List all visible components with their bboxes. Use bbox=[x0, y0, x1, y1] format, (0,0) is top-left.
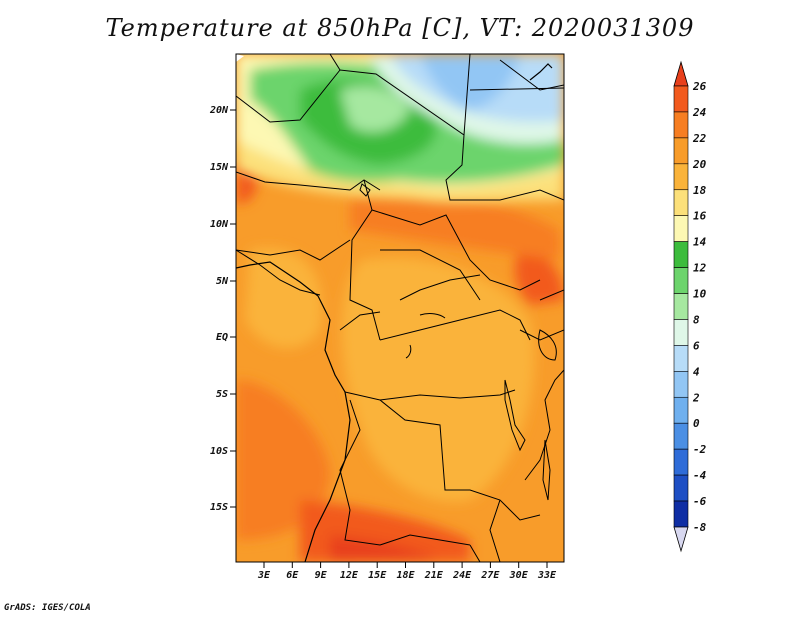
colorbar-swatch bbox=[673, 345, 689, 372]
colorbar-swatch bbox=[673, 111, 689, 139]
lake-chad bbox=[359, 183, 371, 197]
colorbar-label: 8 bbox=[693, 313, 700, 326]
lon-label: 15E bbox=[368, 570, 387, 581]
colorbar-label: -4 bbox=[693, 469, 707, 482]
colorbar-label: -8 bbox=[693, 521, 707, 534]
colorbar-label: 14 bbox=[693, 236, 707, 249]
lon-label: 6E bbox=[286, 570, 299, 581]
lat-label: 20N bbox=[209, 105, 229, 116]
colorbar-swatch bbox=[673, 241, 689, 268]
grads-credit: GrADS: IGES/COLA bbox=[4, 603, 91, 613]
colorbar-label: 0 bbox=[693, 417, 700, 430]
colorbar-swatch bbox=[673, 319, 689, 346]
latitude-axis: 20N 15N 10N 5N EQ 5S 10S 15S bbox=[209, 105, 236, 513]
colorbar-swatch bbox=[673, 267, 689, 294]
lake-victoria bbox=[538, 329, 557, 361]
lat-label: 15S bbox=[210, 502, 228, 513]
colorbar-swatch bbox=[673, 137, 689, 165]
lake-tanganyika bbox=[504, 379, 526, 452]
lat-label: 15N bbox=[210, 162, 229, 173]
colorbar-label: 4 bbox=[693, 365, 700, 378]
lake-malawi bbox=[542, 439, 551, 501]
colorbar-swatch bbox=[673, 448, 689, 476]
colorbar-swatch bbox=[673, 85, 689, 113]
colorbar-swatch bbox=[673, 500, 689, 528]
colorbar-swatch bbox=[673, 215, 689, 242]
colorbar-label: -6 bbox=[693, 495, 707, 508]
lon-label: 30E bbox=[509, 570, 529, 581]
colorbar-label: 24 bbox=[692, 106, 707, 119]
longitude-axis: 3E 6E 9E 12E 15E 18E 21E 24E 27E 30E 33E bbox=[257, 562, 557, 581]
colorbar-swatch bbox=[673, 293, 689, 320]
colorbar-label: 22 bbox=[692, 132, 707, 145]
lat-label: 5N bbox=[216, 276, 229, 287]
colorbar-label: 10 bbox=[693, 288, 707, 301]
lat-label: 5S bbox=[216, 389, 228, 400]
colorbar-label: 16 bbox=[693, 210, 707, 223]
colorbar-label: 26 bbox=[692, 80, 707, 93]
colorbar-bottom-arrow bbox=[673, 526, 689, 553]
colorbar-swatch bbox=[673, 189, 689, 216]
lat-label: EQ bbox=[216, 332, 228, 343]
lon-label: 12E bbox=[340, 570, 359, 581]
lon-label: 9E bbox=[315, 570, 328, 581]
colorbar-top-arrow bbox=[673, 60, 689, 87]
lat-label: 10S bbox=[210, 446, 228, 457]
lat-label: 10N bbox=[210, 219, 229, 230]
temperature-field bbox=[236, 54, 564, 562]
lon-label: 18E bbox=[396, 570, 415, 581]
country-borders bbox=[236, 54, 564, 562]
colorbar-label: 12 bbox=[693, 262, 707, 275]
colorbar-swatch bbox=[673, 163, 689, 191]
colorbar-label: 20 bbox=[692, 158, 707, 171]
lon-label: 33E bbox=[537, 570, 557, 581]
map-frame bbox=[235, 53, 565, 563]
colorbar-swatch bbox=[673, 371, 689, 398]
colorbar-label: 2 bbox=[692, 391, 700, 404]
lon-label: 24E bbox=[452, 570, 472, 581]
colorbar-label: 6 bbox=[693, 339, 700, 352]
colorbar-label: 18 bbox=[693, 184, 707, 197]
lon-label: 3E bbox=[257, 570, 271, 581]
lon-label: 21E bbox=[424, 570, 444, 581]
colorbar-swatch bbox=[673, 474, 689, 502]
map-title: Temperature at 850hPa [C], VT: 202003130… bbox=[105, 14, 695, 42]
lon-label: 27E bbox=[480, 570, 500, 581]
colorbar-swatch bbox=[673, 422, 689, 450]
colorbar-label: -2 bbox=[693, 443, 707, 456]
colorbar-swatch bbox=[673, 396, 689, 424]
